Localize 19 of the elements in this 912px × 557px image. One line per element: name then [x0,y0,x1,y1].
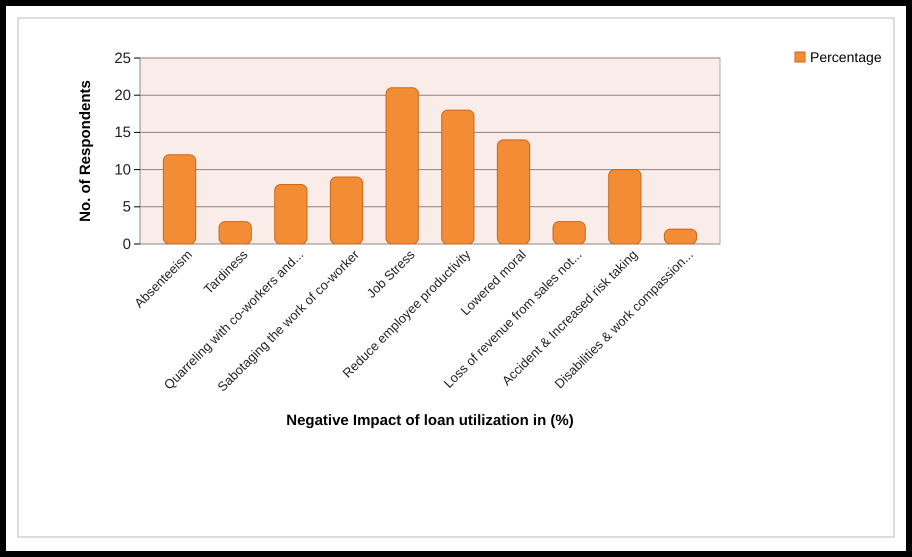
bar [330,176,364,244]
y-tick-label: 10 [114,161,131,178]
y-axis-title: No. of Respondents [77,80,94,222]
y-tick-label: 0 [122,236,131,253]
bar [496,139,530,244]
bar [162,154,196,244]
bar [552,221,586,244]
bar [664,228,698,244]
bar [218,221,252,244]
y-tick-label: 20 [114,87,131,104]
legend-label: Percentage [810,49,882,65]
x-axis-title: Negative Impact of loan utilization in (%) [286,412,574,429]
bar [441,110,474,244]
y-tick-label: 15 [114,124,131,142]
y-tick-label: 5 [122,198,131,216]
bar [608,169,642,244]
y-tick-label: 25 [114,50,131,67]
bar [386,87,419,244]
bar [274,184,308,244]
